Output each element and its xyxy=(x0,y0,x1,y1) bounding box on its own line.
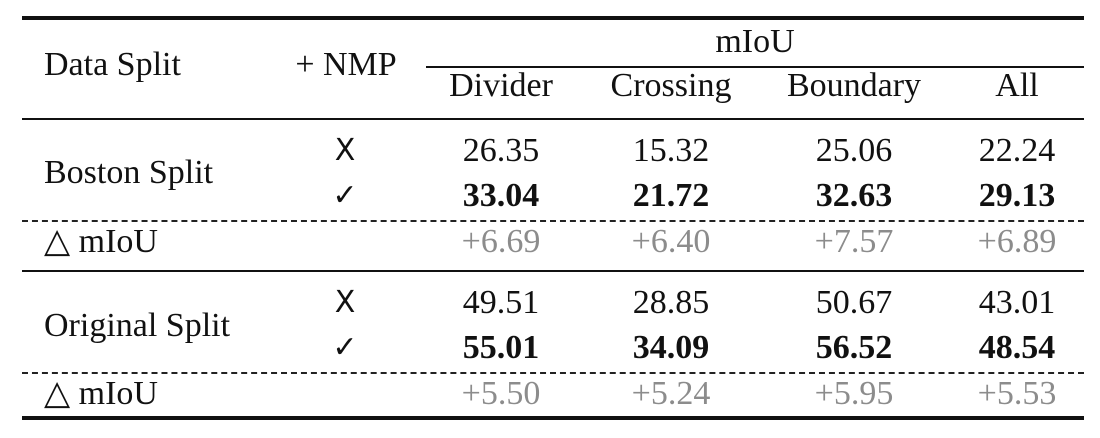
nmp-cross-mark: X xyxy=(334,133,356,168)
table-cell: 49.51 xyxy=(462,284,540,321)
table-cell: 25.06 xyxy=(815,132,893,169)
delta-cell: +6.89 xyxy=(977,223,1057,260)
section-rule xyxy=(22,270,1084,272)
delta-cell: +5.24 xyxy=(631,375,711,412)
delta-cell: +7.57 xyxy=(814,223,894,260)
column-crossing: Crossing xyxy=(610,67,732,104)
table-cell: 43.01 xyxy=(978,284,1056,321)
table-cell-bold: 48.54 xyxy=(978,329,1056,366)
table-cell: 26.35 xyxy=(462,132,540,169)
table-cell-bold: 29.13 xyxy=(978,177,1056,214)
column-all: All xyxy=(995,67,1039,104)
nmp-check-mark: ✓ xyxy=(332,178,358,213)
header-nmp: + NMP xyxy=(295,46,397,83)
group-label-original: Original Split xyxy=(44,307,231,344)
original-dashed-rule xyxy=(22,372,1084,374)
column-boundary: Boundary xyxy=(786,67,922,104)
header-rule xyxy=(22,118,1084,120)
table-cell-bold: 34.09 xyxy=(632,329,710,366)
column-divider: Divider xyxy=(449,67,553,104)
bottom-rule xyxy=(22,416,1084,420)
boston-dashed-rule xyxy=(22,220,1084,222)
table-cell-bold: 21.72 xyxy=(632,177,710,214)
header-data-split: Data Split xyxy=(44,46,181,83)
nmp-check-mark: ✓ xyxy=(332,330,358,365)
header-miou-group: mIoU xyxy=(715,23,795,60)
group-label-boston: Boston Split xyxy=(44,154,214,191)
delta-cell: +5.50 xyxy=(461,375,541,412)
delta-label: △ mIoU xyxy=(44,375,158,412)
delta-label: △ mIoU xyxy=(44,223,158,260)
delta-cell: +6.40 xyxy=(631,223,711,260)
group-header-rule xyxy=(426,66,1084,68)
delta-cell: +6.69 xyxy=(461,223,541,260)
nmp-cross-mark: X xyxy=(334,285,356,320)
table-cell-bold: 33.04 xyxy=(462,177,540,214)
table-cell: 50.67 xyxy=(815,284,893,321)
table-cell-bold: 56.52 xyxy=(815,329,893,366)
table-cell-bold: 55.01 xyxy=(462,329,540,366)
table-cell-bold: 32.63 xyxy=(815,177,893,214)
table-cell: 22.24 xyxy=(978,132,1056,169)
top-rule xyxy=(22,16,1084,20)
table-cell: 28.85 xyxy=(632,284,710,321)
delta-cell: +5.95 xyxy=(814,375,894,412)
table-cell: 15.32 xyxy=(632,132,710,169)
delta-cell: +5.53 xyxy=(977,375,1057,412)
